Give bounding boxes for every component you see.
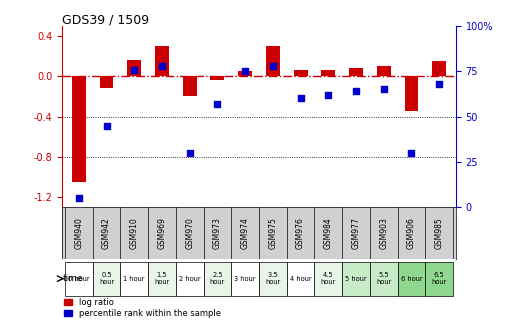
Text: 6 hour: 6 hour [400, 276, 422, 282]
Bar [210, 77, 224, 80]
Text: 2 hour: 2 hour [179, 276, 200, 282]
Point [103, 123, 111, 128]
Point [380, 87, 388, 92]
Bar [433, 61, 446, 77]
Point [130, 67, 138, 72]
Bar [127, 60, 141, 77]
Text: GSM903: GSM903 [379, 217, 388, 249]
Text: 5 hour: 5 hour [345, 276, 367, 282]
FancyBboxPatch shape [231, 262, 259, 296]
Text: GDS39 / 1509: GDS39 / 1509 [62, 13, 149, 26]
Text: GSM970: GSM970 [185, 217, 194, 249]
Text: GSM974: GSM974 [241, 217, 250, 249]
Text: GSM973: GSM973 [213, 217, 222, 249]
FancyBboxPatch shape [398, 262, 425, 296]
FancyBboxPatch shape [148, 262, 176, 296]
Point [435, 81, 443, 87]
Bar [349, 68, 363, 77]
FancyBboxPatch shape [176, 262, 204, 296]
Text: time: time [63, 274, 83, 283]
Bar [238, 71, 252, 77]
FancyBboxPatch shape [370, 262, 398, 296]
Bar [405, 77, 419, 112]
Text: GSM969: GSM969 [157, 217, 166, 249]
Point [269, 63, 277, 69]
Text: 2.5
hour: 2.5 hour [210, 272, 225, 285]
Bar [155, 46, 169, 77]
Text: 3.5
hour: 3.5 hour [265, 272, 280, 285]
FancyBboxPatch shape [342, 262, 370, 296]
Text: GSM985: GSM985 [435, 217, 444, 249]
Text: 1.5
hour: 1.5 hour [154, 272, 169, 285]
FancyBboxPatch shape [120, 262, 148, 296]
Point [75, 195, 83, 200]
Text: 0 hour: 0 hour [68, 276, 90, 282]
FancyBboxPatch shape [287, 262, 314, 296]
Text: GSM975: GSM975 [268, 217, 277, 249]
Text: GSM906: GSM906 [407, 217, 416, 249]
Text: GSM984: GSM984 [324, 217, 333, 249]
Legend: log ratio, percentile rank within the sample: log ratio, percentile rank within the sa… [62, 296, 223, 319]
Bar [321, 70, 335, 77]
Text: GSM940: GSM940 [74, 217, 83, 249]
FancyBboxPatch shape [204, 262, 231, 296]
Point [213, 101, 222, 107]
FancyBboxPatch shape [314, 262, 342, 296]
Point [324, 92, 333, 97]
Text: 6.5
hour: 6.5 hour [431, 272, 447, 285]
Text: GSM976: GSM976 [296, 217, 305, 249]
Text: 0.5
hour: 0.5 hour [99, 272, 114, 285]
Point [296, 96, 305, 101]
Text: 4.5
hour: 4.5 hour [321, 272, 336, 285]
Text: GSM977: GSM977 [352, 217, 361, 249]
Bar [99, 77, 113, 88]
Bar [183, 77, 197, 96]
FancyBboxPatch shape [93, 262, 120, 296]
FancyBboxPatch shape [259, 262, 287, 296]
Bar [294, 70, 308, 77]
Point [185, 150, 194, 155]
Text: 1 hour: 1 hour [123, 276, 145, 282]
Point [241, 69, 249, 74]
Text: 4 hour: 4 hour [290, 276, 311, 282]
Text: GSM910: GSM910 [130, 217, 139, 249]
Bar [266, 46, 280, 77]
Text: GSM942: GSM942 [102, 217, 111, 249]
Point [407, 150, 415, 155]
Text: 3 hour: 3 hour [234, 276, 256, 282]
FancyBboxPatch shape [425, 262, 453, 296]
Text: 5.5
hour: 5.5 hour [376, 272, 392, 285]
Point [352, 89, 360, 94]
Point [158, 63, 166, 69]
FancyBboxPatch shape [65, 262, 93, 296]
Bar [72, 77, 85, 182]
Bar [377, 66, 391, 77]
